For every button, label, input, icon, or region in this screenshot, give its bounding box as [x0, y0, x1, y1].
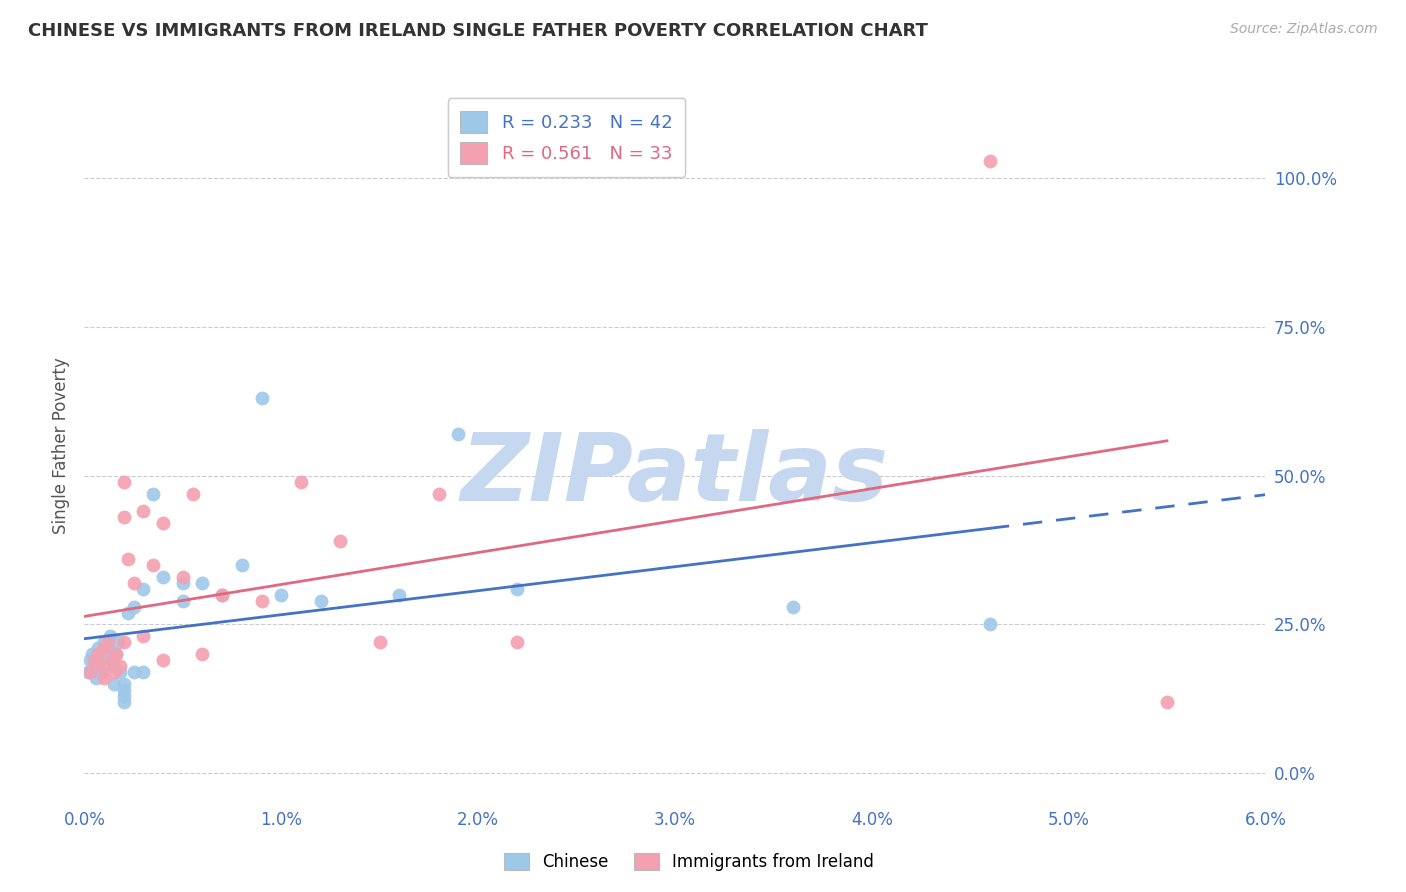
Point [87, 641, 110, 656]
Point [270, 588, 292, 602]
Point [101, 653, 124, 667]
Point [132, 504, 155, 518]
Point [83, 659, 105, 673]
Text: CHINESE VS IMMIGRANTS FROM IRELAND SINGLE FATHER POVERTY CORRELATION CHART: CHINESE VS IMMIGRANTS FROM IRELAND SINGL… [28, 22, 928, 40]
Point [191, 647, 214, 661]
Point [142, 558, 165, 572]
Point [87, 647, 110, 661]
Point [231, 558, 253, 572]
Point [107, 635, 129, 649]
Point [103, 665, 125, 679]
Point [181, 486, 204, 500]
Point [132, 629, 155, 643]
Point [142, 486, 165, 500]
Point [112, 689, 135, 703]
Point [104, 647, 127, 661]
Point [152, 570, 174, 584]
Point [250, 593, 273, 607]
Point [93, 647, 115, 661]
Text: ZIPatlas: ZIPatlas [461, 428, 889, 521]
Point [309, 593, 332, 607]
Point [112, 510, 135, 524]
Point [506, 582, 529, 596]
Point [427, 486, 450, 500]
Point [132, 582, 155, 596]
Point [172, 593, 194, 607]
Legend: R = 0.233   N = 42, R = 0.561   N = 33: R = 0.233 N = 42, R = 0.561 N = 33 [447, 98, 685, 177]
Text: Source: ZipAtlas.com: Source: ZipAtlas.com [1230, 22, 1378, 37]
Point [117, 606, 139, 620]
Point [979, 153, 1001, 168]
Point [122, 665, 145, 679]
Point [211, 588, 233, 602]
Point [108, 659, 131, 673]
Point [103, 659, 125, 673]
Point [112, 635, 135, 649]
Point [93, 641, 115, 656]
Point [979, 617, 1001, 632]
Point [368, 635, 391, 649]
Point [104, 647, 127, 661]
Point [79, 665, 101, 679]
Point [108, 665, 131, 679]
Legend: Chinese, Immigrants from Ireland: Chinese, Immigrants from Ireland [496, 845, 882, 880]
Point [290, 475, 312, 489]
Point [93, 671, 115, 685]
Point [98, 629, 121, 643]
Point [82, 647, 104, 661]
Point [506, 635, 529, 649]
Point [1156, 695, 1178, 709]
Point [152, 516, 174, 531]
Point [122, 575, 145, 590]
Point [211, 588, 233, 602]
Point [103, 677, 125, 691]
Point [77, 665, 100, 679]
Point [79, 653, 101, 667]
Point [172, 570, 194, 584]
Point [93, 635, 115, 649]
Point [101, 653, 124, 667]
Point [91, 665, 114, 679]
Point [117, 552, 139, 566]
Point [112, 677, 135, 691]
Point [83, 653, 105, 667]
Y-axis label: Single Father Poverty: Single Father Poverty [52, 358, 70, 534]
Point [97, 641, 120, 656]
Point [122, 599, 145, 614]
Point [388, 588, 411, 602]
Point [191, 575, 214, 590]
Point [782, 599, 804, 614]
Point [84, 671, 107, 685]
Point [172, 575, 194, 590]
Point [97, 635, 120, 649]
Point [91, 659, 114, 673]
Point [250, 392, 273, 406]
Point [132, 665, 155, 679]
Point [112, 682, 135, 697]
Point [152, 653, 174, 667]
Point [329, 534, 352, 549]
Point [89, 653, 111, 667]
Point [112, 475, 135, 489]
Point [447, 427, 470, 442]
Point [112, 695, 135, 709]
